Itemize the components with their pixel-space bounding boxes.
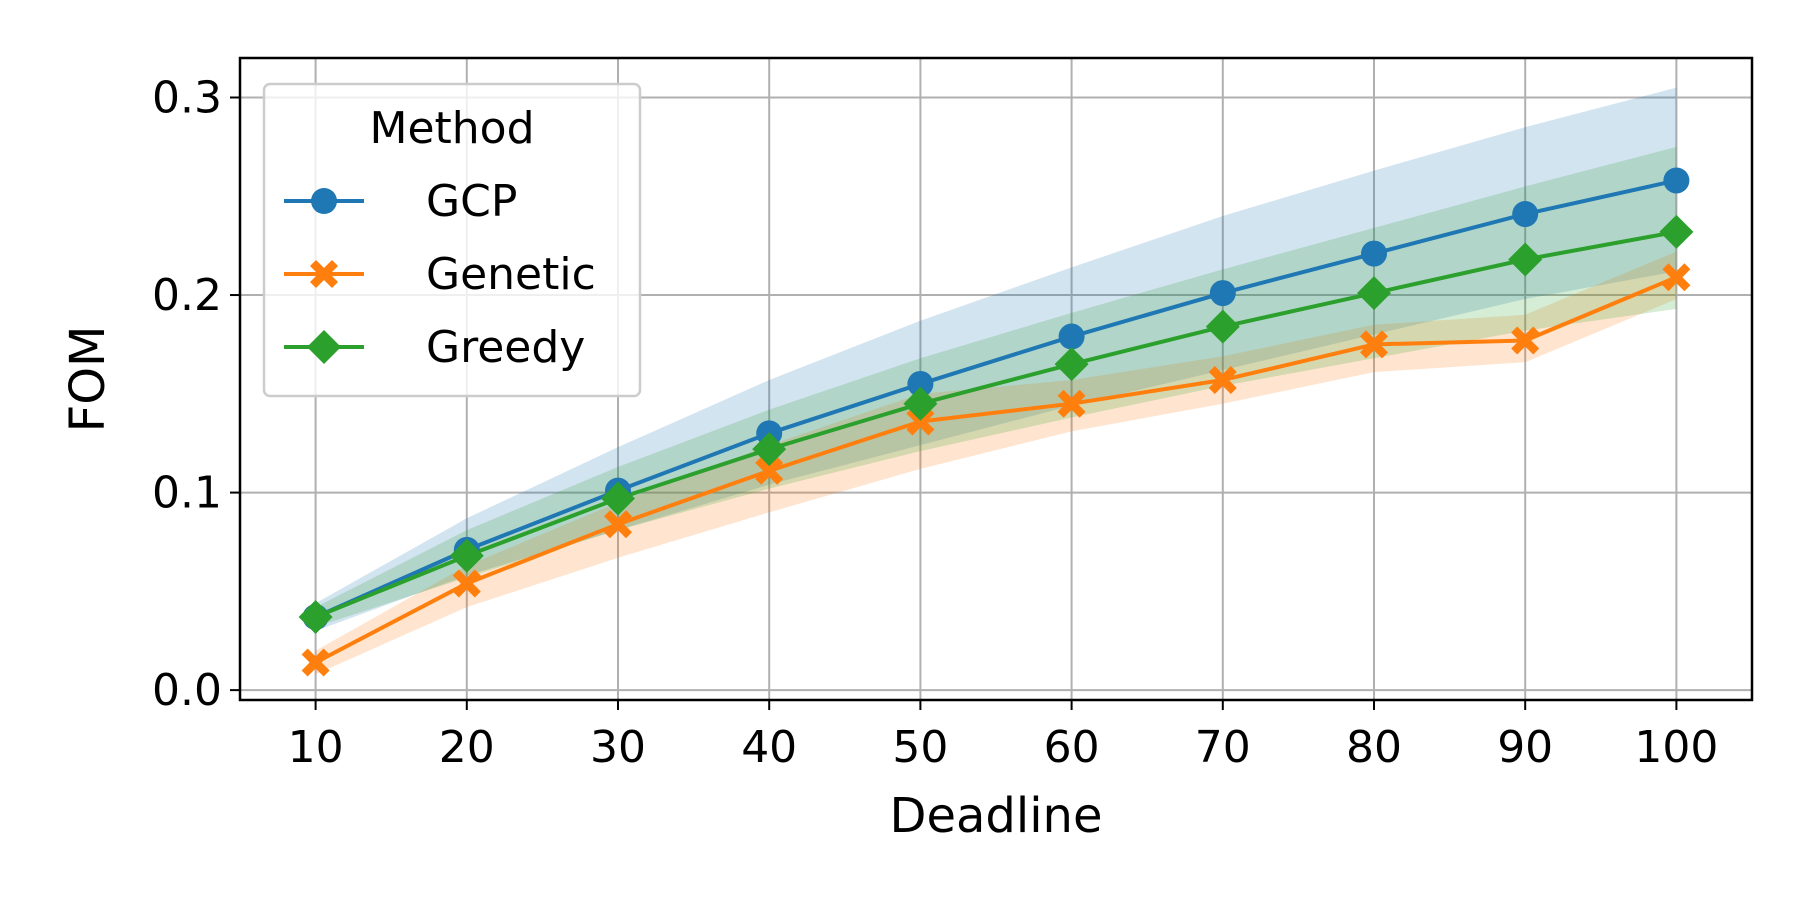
genetic-point (1662, 263, 1691, 292)
gcp-point (1663, 167, 1690, 194)
gcp-point (1058, 323, 1085, 350)
x-tick-label: 80 (1346, 722, 1402, 773)
genetic-point (452, 569, 481, 598)
series-lines (314, 178, 1678, 665)
genetic-point (1360, 330, 1388, 359)
x-tick-label: 100 (1634, 722, 1718, 773)
legend-item-genetic: Genetic (284, 249, 596, 300)
legend-marker-gcp (311, 188, 337, 214)
greedy-point (1357, 276, 1391, 311)
x-tick-label: 40 (741, 722, 797, 773)
legend-box (262, 82, 642, 398)
genetic-point (755, 456, 784, 485)
y-tick-label: 0.0 (152, 665, 222, 716)
gcp-point (1209, 280, 1236, 307)
legend: Method GCP Genetic Greedy (262, 82, 642, 398)
greedy-point (752, 432, 787, 467)
legend-label-gcp: GCP (426, 176, 517, 227)
legend-items: GCP Genetic Greedy (284, 176, 596, 373)
plot-frame (238, 56, 1754, 702)
x-axis-ticks: 10 20 30 40 50 60 70 80 90 100 (288, 700, 1718, 773)
y-axis-ticks: 0.0 0.1 0.2 0.3 (152, 73, 240, 716)
gcp-point (907, 370, 934, 397)
y-tick-label: 0.2 (152, 270, 222, 321)
y-tick-label: 0.3 (152, 73, 222, 124)
gcp-line (314, 178, 1677, 619)
genetic-point (1208, 365, 1237, 394)
gcp-point (1361, 240, 1387, 267)
greedy-point (449, 538, 484, 573)
greedy-line (314, 229, 1677, 619)
genetic-point (906, 407, 935, 436)
y-tick-label: 0.1 (152, 468, 222, 519)
x-axis-label: Deadline (890, 788, 1103, 844)
genetic-band (315, 251, 1677, 675)
x-tick-label: 10 (288, 722, 344, 773)
greedy-point (1659, 214, 1694, 249)
greedy-band (315, 146, 1677, 627)
legend-marker-genetic (310, 260, 338, 288)
genetic-point (301, 648, 330, 677)
x-tick-label: 70 (1195, 722, 1251, 773)
x-tick-label: 60 (1044, 722, 1100, 773)
legend-label-greedy: Greedy (426, 322, 585, 373)
genetic-point (1057, 389, 1086, 418)
gcp-point (1512, 201, 1539, 228)
legend-item-gcp: GCP (284, 176, 517, 227)
legend-title: Method (369, 103, 534, 154)
greedy-point (1054, 347, 1089, 382)
legend-marker-greedy (307, 330, 341, 364)
greedy-point (298, 600, 333, 635)
y-axis-label: FOM (60, 326, 116, 433)
legend-label-genetic: Genetic (426, 249, 596, 300)
legend-item-greedy: Greedy (284, 322, 585, 373)
greedy-point (601, 481, 635, 516)
greedy-point (903, 386, 938, 421)
series-markers (298, 167, 1694, 677)
greedy-point (1508, 242, 1543, 277)
x-tick-label: 20 (439, 722, 495, 773)
x-tick-label: 90 (1497, 722, 1553, 773)
x-tick-label: 30 (590, 722, 646, 773)
greedy-point (1205, 309, 1240, 344)
genetic-point (604, 510, 632, 539)
genetic-point (1511, 326, 1540, 355)
genetic-line (314, 275, 1678, 665)
x-tick-label: 50 (892, 722, 948, 773)
